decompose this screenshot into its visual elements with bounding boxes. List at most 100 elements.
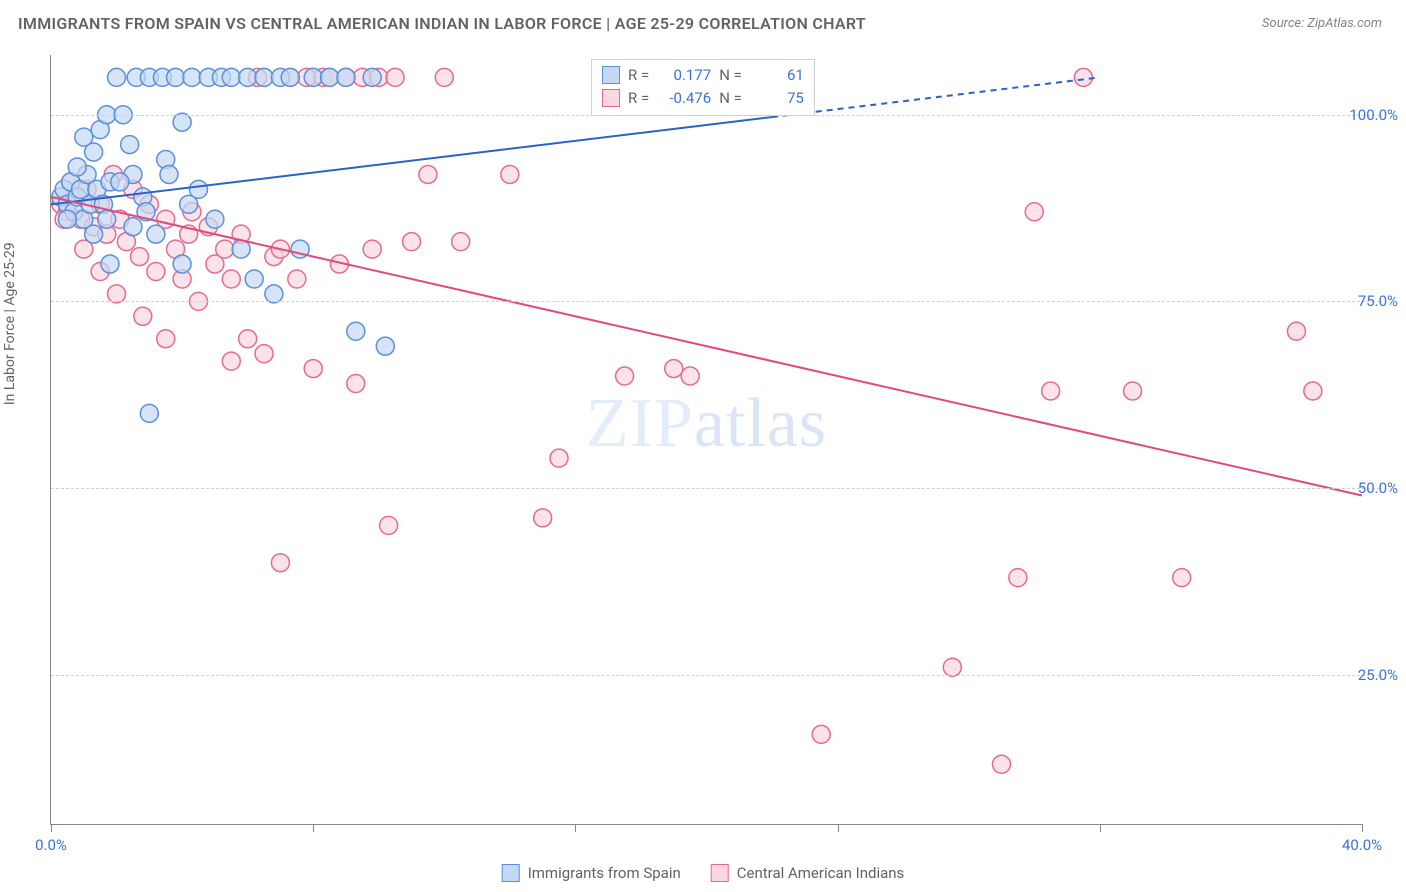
scatter-point-cai	[1124, 382, 1142, 400]
legend-item-cai: Central American Indians	[711, 864, 905, 882]
x-tick	[575, 824, 576, 832]
scatter-point-spain	[245, 270, 263, 288]
legend-label-cai: Central American Indians	[737, 864, 905, 882]
x-tick	[1362, 824, 1363, 832]
plot-area: ZIPatlas R = 0.177 N = 61 R = -0.476 N =…	[50, 55, 1362, 825]
scatter-point-spain	[121, 136, 139, 154]
legend-row-cai: R = -0.476 N = 75	[602, 87, 804, 110]
scatter-point-spain	[206, 210, 224, 228]
scatter-point-spain	[85, 225, 103, 243]
scatter-point-spain	[222, 68, 240, 86]
scatter-point-cai	[108, 285, 126, 303]
scatter-point-spain	[321, 68, 339, 86]
x-tick	[51, 824, 52, 832]
scatter-point-cai	[147, 263, 165, 281]
n-label: N =	[719, 87, 742, 110]
scatter-point-cai	[380, 516, 398, 534]
legend-item-spain: Immigrants from Spain	[502, 864, 681, 882]
scatter-point-spain	[173, 255, 191, 273]
scatter-point-spain	[183, 68, 201, 86]
scatter-point-cai	[216, 240, 234, 258]
scatter-point-spain	[173, 113, 191, 131]
source-attribution: Source: ZipAtlas.com	[1262, 16, 1382, 31]
scatter-point-spain	[124, 218, 142, 236]
scatter-point-cai	[812, 725, 830, 743]
y-tick-label: 75.0%	[1358, 292, 1398, 310]
scatter-point-cai	[1009, 569, 1027, 587]
scatter-point-cai	[157, 330, 175, 348]
r-label: R =	[628, 87, 649, 110]
scatter-point-cai	[992, 755, 1010, 773]
scatter-point-cai	[665, 360, 683, 378]
swatch-spain-bottom	[502, 864, 520, 882]
scatter-point-cai	[435, 68, 453, 86]
scatter-point-cai	[130, 248, 148, 266]
scatter-point-spain	[58, 210, 76, 228]
scatter-point-spain	[160, 165, 178, 183]
n-label: N =	[719, 64, 742, 87]
n-value-spain: 61	[750, 64, 804, 87]
n-value-cai: 75	[750, 87, 804, 110]
scatter-point-cai	[288, 270, 306, 288]
scatter-point-cai	[419, 165, 437, 183]
scatter-point-cai	[943, 658, 961, 676]
legend-label-spain: Immigrants from Spain	[528, 864, 681, 882]
scatter-point-spain	[265, 285, 283, 303]
y-axis-label: In Labor Force | Age 25-29	[2, 242, 18, 405]
legend-row-spain: R = 0.177 N = 61	[602, 64, 804, 87]
scatter-point-spain	[239, 68, 257, 86]
scatter-point-cai	[1025, 203, 1043, 221]
y-tick-label: 50.0%	[1358, 479, 1398, 497]
plot-svg	[51, 55, 1362, 824]
correlation-legend: R = 0.177 N = 61 R = -0.476 N = 75	[591, 59, 815, 116]
scatter-point-cai	[255, 345, 273, 363]
scatter-point-cai	[304, 360, 322, 378]
scatter-point-spain	[167, 68, 185, 86]
scatter-point-cai	[134, 307, 152, 325]
r-value-spain: 0.177	[657, 64, 711, 87]
scatter-point-spain	[75, 128, 93, 146]
scatter-point-spain	[147, 225, 165, 243]
scatter-point-spain	[376, 337, 394, 355]
scatter-point-spain	[98, 210, 116, 228]
scatter-point-cai	[239, 330, 257, 348]
scatter-point-cai	[347, 375, 365, 393]
regression-line-spain-dashed	[772, 77, 1100, 117]
scatter-point-spain	[68, 158, 86, 176]
swatch-cai-bottom	[711, 864, 729, 882]
scatter-point-spain	[111, 173, 129, 191]
scatter-point-spain	[363, 68, 381, 86]
scatter-point-spain	[101, 255, 119, 273]
r-label: R =	[628, 64, 649, 87]
scatter-point-cai	[681, 367, 699, 385]
scatter-point-cai	[222, 270, 240, 288]
scatter-point-spain	[255, 68, 273, 86]
scatter-point-cai	[452, 233, 470, 251]
x-tick	[838, 824, 839, 832]
scatter-point-spain	[180, 195, 198, 213]
scatter-point-cai	[1287, 322, 1305, 340]
r-value-cai: -0.476	[657, 87, 711, 110]
scatter-point-cai	[534, 509, 552, 527]
scatter-point-cai	[1042, 382, 1060, 400]
scatter-point-spain	[232, 240, 250, 258]
x-tick	[1100, 824, 1101, 832]
scatter-point-cai	[1173, 569, 1191, 587]
scatter-point-spain	[140, 404, 158, 422]
scatter-point-cai	[1074, 68, 1092, 86]
scatter-point-spain	[347, 322, 365, 340]
scatter-point-cai	[386, 68, 404, 86]
scatter-point-cai	[403, 233, 421, 251]
scatter-point-cai	[616, 367, 634, 385]
y-tick-label: 100.0%	[1349, 106, 1398, 124]
scatter-point-spain	[337, 68, 355, 86]
scatter-point-cai	[222, 352, 240, 370]
swatch-cai	[602, 89, 620, 107]
scatter-point-cai	[550, 449, 568, 467]
gridline	[51, 301, 1380, 302]
scatter-point-cai	[363, 240, 381, 258]
scatter-point-spain	[281, 68, 299, 86]
scatter-point-cai	[1304, 382, 1322, 400]
scatter-point-cai	[271, 554, 289, 572]
scatter-point-spain	[108, 68, 126, 86]
